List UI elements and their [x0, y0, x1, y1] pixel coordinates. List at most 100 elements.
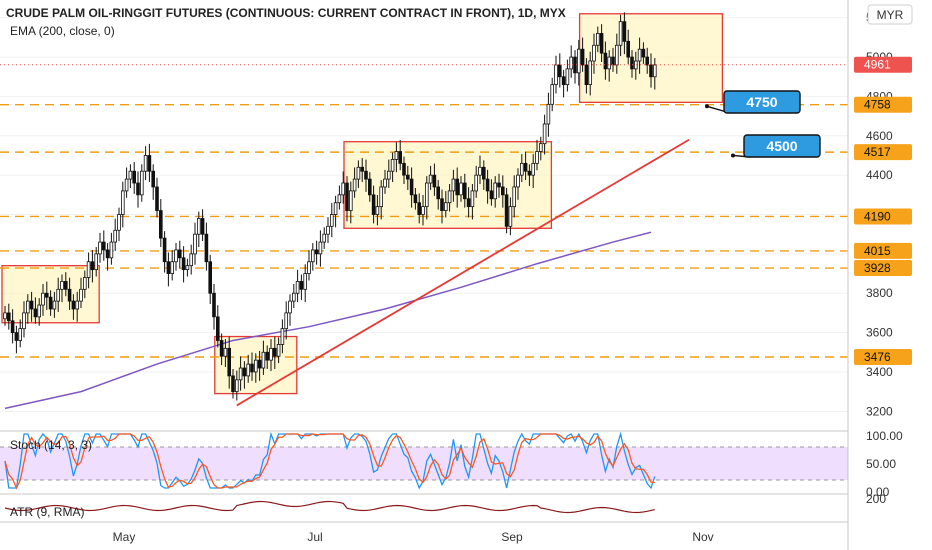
candle-body	[413, 194, 418, 204]
candle-body	[367, 178, 372, 196]
candle	[527, 164, 532, 186]
candle-body	[231, 375, 235, 393]
candle-body	[208, 261, 213, 294]
candle	[162, 231, 167, 273]
candle	[481, 160, 486, 190]
candle-body	[432, 174, 437, 188]
candle-body	[478, 166, 482, 176]
candle-body	[29, 300, 34, 310]
candle	[520, 154, 524, 183]
candle-body	[174, 249, 178, 263]
level-tag: 4758	[854, 96, 912, 113]
candle	[516, 168, 520, 200]
candle-body	[185, 265, 190, 271]
candle	[603, 41, 608, 80]
candle	[257, 350, 262, 381]
candle-body	[121, 190, 125, 215]
candle	[139, 164, 144, 202]
time-tick-label: Jul	[307, 530, 322, 544]
candle	[265, 345, 269, 370]
candle	[193, 222, 197, 265]
candle-body	[242, 367, 247, 377]
candle-body	[390, 159, 395, 172]
candle	[455, 167, 459, 208]
candle-body	[645, 56, 649, 66]
candle-body	[516, 174, 520, 188]
candle	[109, 232, 114, 265]
candle	[474, 165, 478, 198]
candle	[550, 77, 554, 112]
candle-body	[371, 194, 376, 215]
candle-body	[25, 300, 30, 314]
candle	[196, 211, 201, 247]
price-tick-label: 3200	[866, 404, 893, 418]
candle-body	[607, 56, 611, 70]
candle	[421, 195, 425, 226]
candle	[345, 176, 349, 222]
candle	[622, 12, 627, 55]
candle	[645, 47, 649, 74]
candle-body	[284, 312, 288, 330]
callout-anchor	[731, 153, 735, 158]
candle-body	[577, 48, 581, 74]
candle-body	[512, 186, 516, 208]
candle	[565, 59, 570, 92]
trendline-path	[236, 138, 690, 407]
candle-body	[634, 60, 638, 70]
candle-body	[329, 214, 334, 227]
candle-body	[45, 292, 49, 298]
candle	[462, 173, 467, 208]
candle-body	[276, 344, 281, 357]
callout-box	[723, 90, 801, 114]
time-axis: May Jul Sep Nov	[113, 530, 714, 544]
candle-body	[462, 182, 467, 200]
candle-body	[215, 316, 220, 341]
candle	[303, 264, 307, 303]
time-tick-label: Nov	[692, 530, 713, 544]
level-tag-bg	[854, 242, 912, 259]
level-tag-bg	[854, 260, 912, 277]
candle	[41, 283, 45, 316]
candle-body	[318, 241, 323, 255]
level-tag-bg	[854, 208, 912, 225]
candle	[649, 53, 653, 88]
candle	[71, 294, 76, 320]
candle	[451, 169, 456, 202]
candle-body	[508, 206, 513, 227]
candle-body	[364, 170, 368, 180]
level-tag-label: 3928	[864, 261, 891, 275]
candle	[558, 53, 562, 88]
candle	[250, 352, 254, 381]
candle	[379, 180, 383, 220]
callout-label: 4500	[766, 138, 797, 154]
candle-body	[113, 229, 118, 243]
candle	[181, 246, 186, 283]
candle	[29, 291, 34, 322]
ema-200-path	[4, 231, 652, 410]
callout-4500: 4500	[731, 134, 821, 158]
candle	[443, 191, 448, 218]
candle	[45, 281, 49, 310]
candle-body	[219, 340, 224, 357]
level-tags: 4961 4758 4517 4190 4015 3928 3476	[854, 56, 912, 366]
candle-body	[337, 194, 342, 204]
candle-body	[322, 233, 326, 243]
candle	[67, 277, 72, 310]
candle-body	[3, 312, 7, 320]
candle-body	[356, 166, 361, 180]
candle-body	[22, 312, 26, 330]
candle-body	[622, 21, 627, 42]
candle	[105, 243, 110, 271]
candle	[102, 230, 106, 261]
candle-body	[128, 170, 133, 180]
candle-body	[64, 281, 68, 290]
candle-body	[561, 76, 566, 86]
candle	[508, 197, 513, 236]
last-price-tag: 4961	[854, 56, 912, 73]
currency-label: MYR	[877, 8, 904, 22]
candle	[33, 297, 38, 324]
currency-badge[interactable]	[867, 4, 913, 25]
candle-body	[56, 288, 60, 302]
price-tick-label: 4600	[866, 129, 893, 143]
candle-body	[326, 225, 330, 235]
